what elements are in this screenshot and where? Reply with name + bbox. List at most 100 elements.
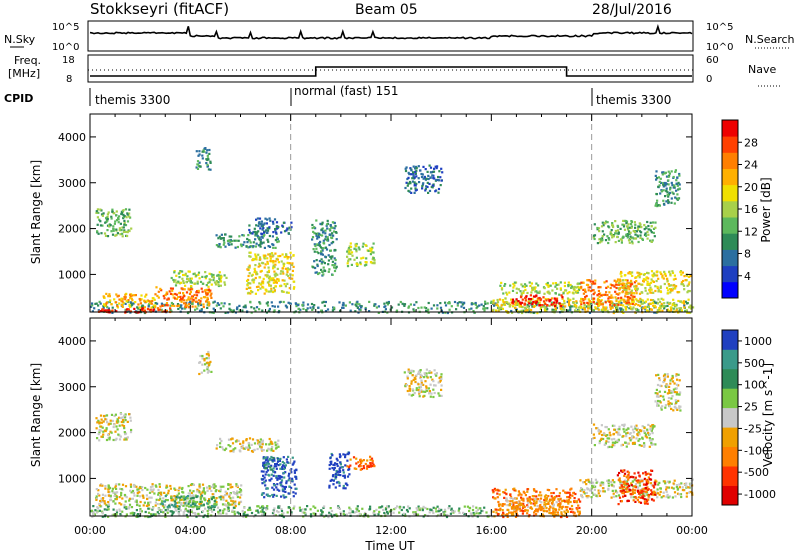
echo-cell <box>205 151 208 154</box>
echo-cell <box>505 493 508 496</box>
echo-cell <box>281 270 284 273</box>
echo-cell <box>272 488 276 491</box>
echo-cell <box>130 297 133 300</box>
echo-cell <box>275 221 279 224</box>
echo-cell <box>624 292 627 295</box>
echo-cell <box>280 270 283 273</box>
echo-cell <box>206 296 209 299</box>
echo-cell <box>435 374 438 377</box>
echo-cell <box>619 280 622 283</box>
echo-cell <box>623 228 627 231</box>
colorbar-swatch <box>722 168 738 186</box>
echo-region <box>262 456 282 471</box>
echo-cell <box>185 495 188 498</box>
echo-cell <box>522 502 525 505</box>
echo-cell <box>373 304 376 307</box>
echo-cell <box>545 510 549 513</box>
echo-cell <box>513 489 516 492</box>
echo-cell <box>594 279 597 282</box>
echo-cell <box>125 507 128 510</box>
echo-cell <box>285 482 288 485</box>
echo-cell <box>121 497 124 500</box>
echo-cell <box>331 226 334 229</box>
echo-cell <box>421 173 424 176</box>
echo-cell <box>122 419 125 422</box>
echo-cell <box>98 218 101 221</box>
echo-cell <box>541 305 545 308</box>
echo-cell <box>621 282 624 285</box>
date-label: 28/Jul/2016 <box>592 2 672 18</box>
echo-cell <box>393 508 396 511</box>
echo-cell <box>519 296 523 299</box>
echo-cell <box>207 301 210 304</box>
echo-cell <box>177 307 180 310</box>
echo-cell <box>187 492 190 495</box>
echo-cell <box>407 176 410 179</box>
echo-cell <box>151 507 155 510</box>
echo-cell <box>91 515 94 518</box>
echo-cell <box>324 310 328 313</box>
echo-cell <box>194 504 197 507</box>
echo-cell <box>428 371 431 374</box>
echo-cell <box>218 271 221 274</box>
echo-cell <box>256 509 259 512</box>
echo-cell <box>318 242 321 245</box>
echo-cell <box>268 217 271 220</box>
echo-cell <box>342 471 345 474</box>
echo-cell <box>656 309 659 312</box>
echo-cell <box>247 274 250 278</box>
echo-cell <box>472 302 475 305</box>
echo-cell <box>474 301 477 305</box>
echo-cell <box>329 255 332 258</box>
echo-cell <box>334 474 337 477</box>
echo-cell <box>356 505 359 508</box>
echo-cell <box>509 284 512 287</box>
echo-cell <box>280 467 283 470</box>
echo-cell <box>240 484 243 487</box>
echo-cell <box>549 506 552 509</box>
echo-cell <box>544 302 547 305</box>
echo-cell <box>356 302 359 305</box>
echo-region <box>654 169 681 208</box>
echo-cell <box>422 182 425 185</box>
echo-cell <box>554 304 557 307</box>
echo-cell <box>121 416 124 419</box>
echo-cell <box>530 507 534 510</box>
echo-cell <box>282 512 285 515</box>
echo-cell <box>594 307 597 310</box>
echo-cell <box>657 204 660 207</box>
echo-cell <box>114 220 117 223</box>
echo-cell <box>263 254 266 257</box>
echo-cell <box>331 513 335 517</box>
echo-cell <box>181 270 184 273</box>
echo-cell <box>285 291 288 294</box>
echo-cell <box>262 470 265 473</box>
echo-cell <box>217 237 220 240</box>
echo-cell <box>597 489 600 492</box>
echo-cell <box>576 510 580 513</box>
echo-cell <box>280 479 284 482</box>
echo-cell <box>633 295 636 298</box>
echo-cell <box>259 438 262 441</box>
echo-cell <box>543 503 546 506</box>
echo-cell <box>368 465 371 468</box>
power-colorbar-label: Power [dB] <box>759 177 773 242</box>
echo-cell <box>215 244 218 247</box>
echo-cell <box>104 487 107 490</box>
echo-cell <box>107 307 110 310</box>
echo-cell <box>197 273 200 276</box>
echo-cell <box>403 304 406 307</box>
echo-cell <box>91 310 94 313</box>
echo-cell <box>373 510 376 513</box>
echo-cell <box>236 511 239 514</box>
echo-cell <box>201 154 204 157</box>
echo-cell <box>523 505 526 509</box>
echo-cell <box>683 288 686 291</box>
echo-cell <box>524 310 527 313</box>
echo-cell <box>536 510 539 513</box>
echo-cell <box>626 225 629 228</box>
echo-cell <box>108 309 111 312</box>
echo-cell <box>622 299 625 302</box>
echo-cell <box>274 228 277 231</box>
echo-cell <box>635 298 638 301</box>
